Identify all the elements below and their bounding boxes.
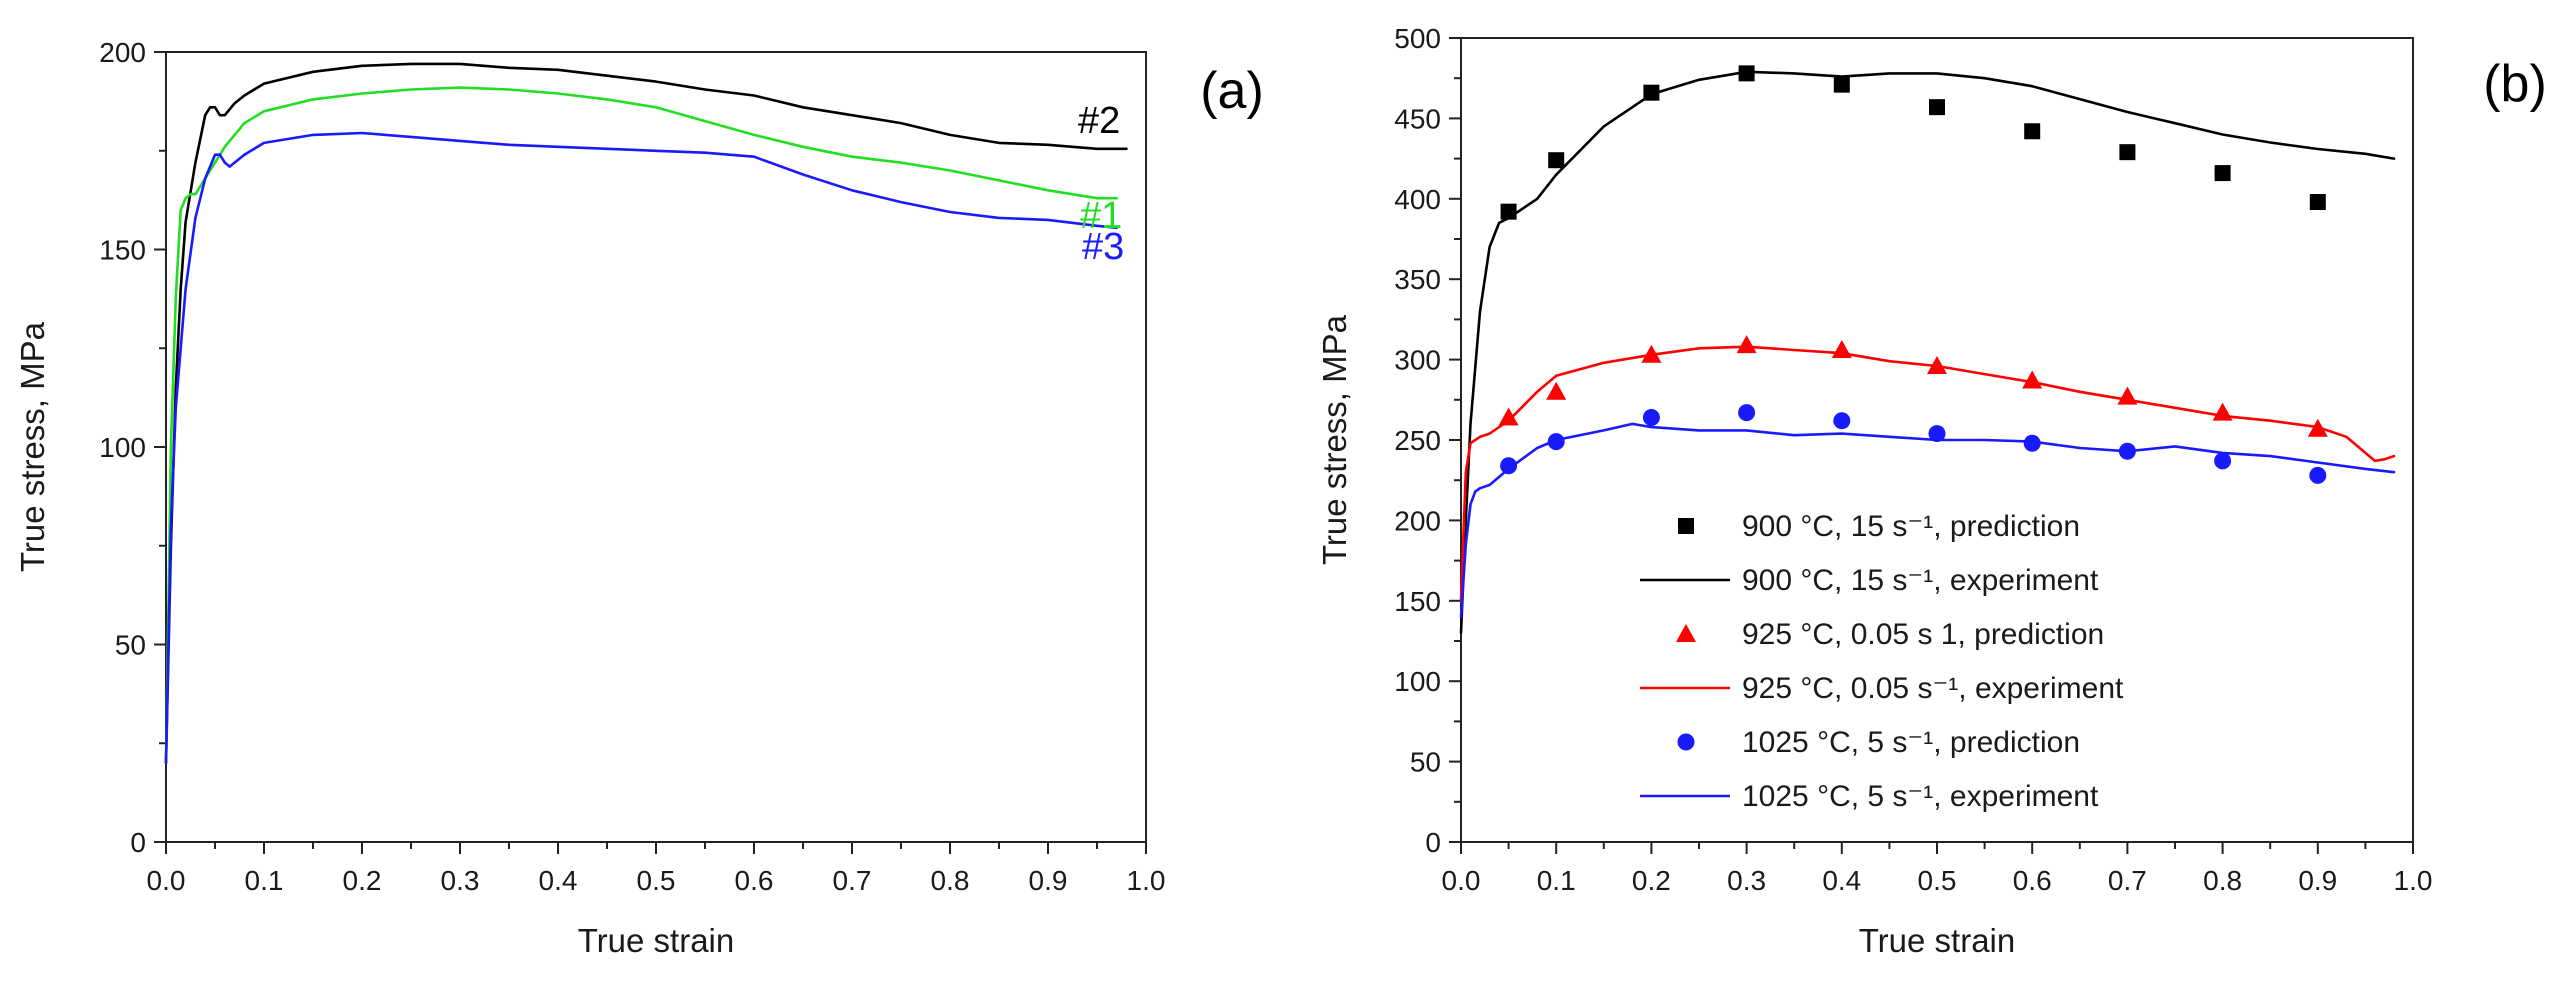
prediction-point (1546, 381, 1567, 400)
prediction-point (1928, 425, 1946, 443)
prediction-point (2309, 466, 2327, 484)
y-axis-title: True stress, MPa (1316, 314, 1353, 565)
x-tick-label: 0.0 (147, 865, 186, 896)
y-tick-label: 50 (115, 630, 146, 661)
x-tick-label: 0.0 (1442, 865, 1481, 896)
x-tick-label: 0.3 (441, 865, 480, 896)
y-tick-label: 100 (99, 432, 146, 463)
prediction-point (1548, 152, 1565, 169)
panel-b-chart: 0.0 0.1 0.2 0.3 0.4 0.5 0.6 0.7 0.8 0.9 1.0 0 50 100 1… (1316, 23, 2547, 959)
x-tick-label: 0.1 (245, 865, 284, 896)
prediction-point (1736, 335, 1757, 354)
prediction-point (1498, 407, 1519, 426)
legend-entry-label: 900 °C, 15 s⁻¹, experiment (1742, 564, 2099, 597)
series-line-curve-1 (164, 86, 1118, 765)
prediction-point (1642, 408, 1660, 426)
prediction-point (1738, 404, 1756, 422)
prediction-point (2214, 165, 2231, 182)
y-tick-label: 500 (1394, 23, 1441, 54)
x-tick-label: 0.9 (2298, 865, 2337, 896)
series-line-curve-3 (164, 131, 1118, 765)
panel-label: (a) (1200, 62, 1264, 120)
x-tick-label: 0.9 (1029, 865, 1068, 896)
y-tick-label: 400 (1394, 184, 1441, 215)
prediction-point (1929, 99, 1945, 116)
x-tick-label: 0.5 (1918, 865, 1957, 896)
curve-label: #2 (1078, 100, 1120, 142)
legend-entry-label: 925 °C, 0.05 s⁻¹, experiment (1742, 672, 2124, 705)
y-axis-title: True stress, MPa (14, 321, 51, 572)
prediction-point (1500, 457, 1518, 475)
series-line-exp-1 (1459, 70, 2396, 635)
x-tick-label: 0.4 (539, 865, 578, 896)
x-axis-title: True strain (578, 922, 735, 959)
legend-entry-label: 925 °C, 0.05 s 1, prediction (1742, 618, 2104, 651)
y-tick-label: 150 (1394, 586, 1441, 617)
y-tick-label: 100 (1394, 666, 1441, 697)
prediction-point (1738, 65, 1755, 82)
x-tick-label: 0.1 (1537, 865, 1576, 896)
prediction-point (2309, 194, 2326, 211)
series-line-exp-3 (1459, 345, 2396, 603)
prediction-point (1833, 412, 1851, 430)
y-tick-label: 250 (1394, 425, 1441, 456)
x-tick-label: 1.0 (1127, 865, 1166, 896)
curve-label: #3 (1082, 226, 1124, 268)
x-tick-label: 0.4 (1822, 865, 1861, 896)
prediction-point (1833, 76, 1850, 93)
x-tick-label: 0.8 (2203, 865, 2242, 896)
x-tick-label: 0.6 (2013, 865, 2052, 896)
x-tick-label: 0.6 (735, 865, 774, 896)
legend-triangle-marker (1676, 624, 1696, 642)
curve-label: #1 (1080, 195, 1122, 237)
x-tick-label: 0.7 (2108, 865, 2147, 896)
prediction-point (2214, 452, 2232, 470)
x-tick-label: 0.5 (637, 865, 676, 896)
prediction-point (2023, 434, 2041, 452)
series-line-exp-5 (1459, 422, 2396, 619)
panel-label: (b) (2483, 55, 2547, 113)
prediction-point (1547, 433, 1565, 451)
x-tick-label: 0.8 (931, 865, 970, 896)
y-tick-label: 200 (99, 37, 146, 68)
x-tick-label: 0.2 (1632, 865, 1671, 896)
y-tick-label: 300 (1394, 345, 1441, 376)
legend-square-marker (1678, 518, 1694, 534)
y-tick-label: 150 (99, 235, 146, 266)
x-tick-label: 0.3 (1727, 865, 1766, 896)
legend-circle-marker (1677, 733, 1695, 751)
legend-entry-label: 900 °C, 15 s⁻¹, prediction (1742, 510, 2080, 543)
x-tick-label: 1.0 (2394, 865, 2433, 896)
prediction-point (2119, 144, 2136, 161)
legend-entry-label: 1025 °C, 5 s⁻¹, experiment (1742, 780, 2099, 813)
y-tick-label: 50 (1410, 747, 1441, 778)
x-axis-title: True strain (1859, 922, 2016, 959)
y-tick-label: 0 (130, 827, 146, 858)
panel-a-chart: 0.0 0.1 0.2 0.3 0.4 0.5 0.6 0.7 0.8 0.9 1.0 0 50 100 1… (14, 37, 1264, 959)
prediction-point (2024, 123, 2041, 140)
y-tick-label: 200 (1394, 505, 1441, 536)
y-tick-label: 0 (1425, 827, 1441, 858)
legend-entry-label: 1025 °C, 5 s⁻¹, prediction (1742, 726, 2080, 759)
y-tick-label: 350 (1394, 264, 1441, 295)
x-tick-label: 0.7 (833, 865, 872, 896)
y-tick-label: 450 (1394, 103, 1441, 134)
series-line-curve-2 (164, 62, 1128, 765)
x-tick-label: 0.2 (343, 865, 382, 896)
